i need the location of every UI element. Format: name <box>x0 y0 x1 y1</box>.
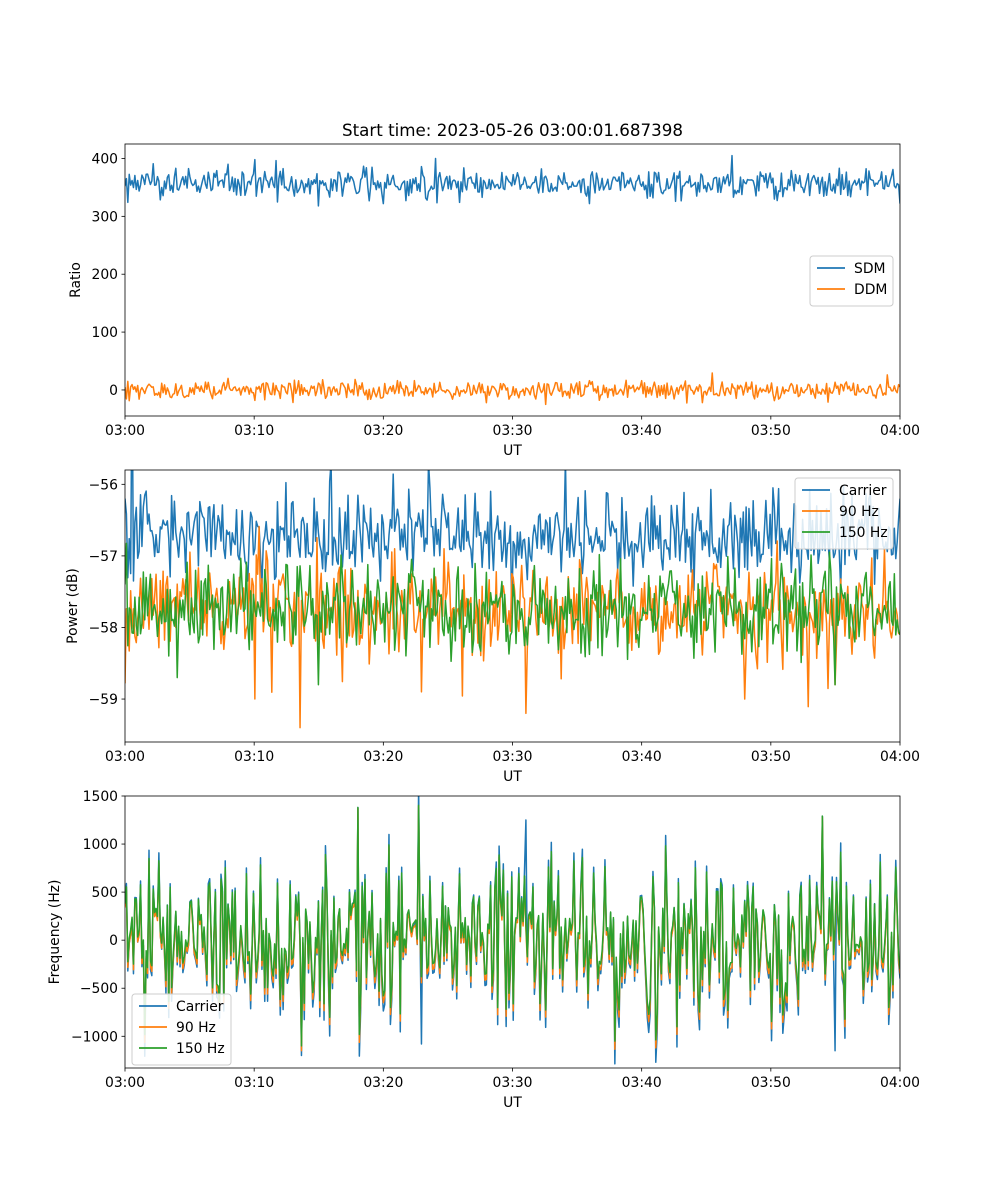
x-tick-label: 04:00 <box>880 1075 920 1091</box>
legend-entry: 90 Hz <box>176 1020 216 1036</box>
y-tick-label: −58 <box>89 620 118 636</box>
series-lines <box>125 470 900 729</box>
legend-entry: Carrier <box>839 483 887 499</box>
y-axis-label: Frequency (Hz) <box>47 880 63 985</box>
x-tick-label: 04:00 <box>880 749 920 765</box>
series-lines <box>125 154 900 406</box>
y-tick-label: 1500 <box>83 789 118 805</box>
y-tick-label: −57 <box>89 549 118 565</box>
legend: Carrier 90 Hz 150 Hz <box>794 477 894 550</box>
x-tick-label: 03:50 <box>751 1075 791 1091</box>
x-tick-label: 03:10 <box>234 1075 274 1091</box>
x-axis-label: UT <box>503 769 522 785</box>
legend: Carrier 90 Hz 150 Hz <box>131 993 232 1066</box>
x-tick-label: 03:30 <box>492 423 532 439</box>
x-axis-label: UT <box>503 443 522 459</box>
y-tick-label: 200 <box>91 267 118 283</box>
x-tick-label: 03:00 <box>105 423 145 439</box>
series-line-150-hz <box>125 804 900 1047</box>
y-tick-label: 300 <box>91 209 118 225</box>
x-tick-label: 03:10 <box>234 423 274 439</box>
x-tick-label: 03:50 <box>751 423 791 439</box>
x-tick-label: 04:00 <box>880 423 920 439</box>
x-tick-label: 03:00 <box>105 749 145 765</box>
x-tick-label: 03:40 <box>622 749 662 765</box>
x-tick-label: 03:00 <box>105 1075 145 1091</box>
y-tick-label: 0 <box>109 383 118 399</box>
legend-entry: 150 Hz <box>176 1041 225 1057</box>
x-tick-label: 03:10 <box>234 749 274 765</box>
x-tick-label: 03:20 <box>363 749 403 765</box>
x-axis-label: UT <box>503 1095 522 1111</box>
y-tick-label: 400 <box>91 151 118 167</box>
series-lines <box>125 796 900 1065</box>
x-tick-label: 03:30 <box>492 749 532 765</box>
y-axis-label: Power (dB) <box>65 568 81 644</box>
x-tick-label: 03:30 <box>492 1075 532 1091</box>
chart-title: Start time: 2023-05-26 03:00:01.687398 <box>342 120 683 140</box>
legend-entry: SDM <box>854 261 886 277</box>
panel-1: 03:00 03:10 03:20 03:30 03:40 03:50 04:00 0 100 2… <box>68 120 920 459</box>
y-tick-label: −59 <box>89 692 118 708</box>
y-tick-label: −1000 <box>71 1029 118 1045</box>
legend: SDM DDM <box>809 255 894 307</box>
x-tick-label: 03:40 <box>622 423 662 439</box>
x-tick-label: 03:40 <box>622 1075 662 1091</box>
x-tick-label: 03:50 <box>751 749 791 765</box>
y-tick-label: −500 <box>80 981 118 997</box>
y-tick-label: 100 <box>91 325 118 341</box>
series-line-150-hz <box>125 542 900 686</box>
panel-2: 03:00 03:10 03:20 03:30 03:40 03:50 04:00 −59 −5… <box>65 469 920 785</box>
x-tick-label: 03:20 <box>363 423 403 439</box>
series-line-ddm <box>125 372 900 406</box>
series-line-sdm <box>125 154 900 207</box>
x-tick-label: 03:20 <box>363 1075 403 1091</box>
legend-entry: 90 Hz <box>839 504 879 520</box>
series-line-90-hz <box>125 525 900 729</box>
y-tick-label: 0 <box>109 933 118 949</box>
panel-3: 03:00 03:10 03:20 03:30 03:40 03:50 04:00 −1000… <box>47 789 920 1111</box>
legend-entry: Carrier <box>176 999 224 1015</box>
legend-entry: 150 Hz <box>839 525 888 541</box>
y-tick-label: 500 <box>91 885 118 901</box>
legend-entry: DDM <box>854 282 887 298</box>
y-tick-label: −56 <box>89 477 118 493</box>
y-axis-label: Ratio <box>68 262 84 298</box>
y-tick-label: 1000 <box>83 837 118 853</box>
